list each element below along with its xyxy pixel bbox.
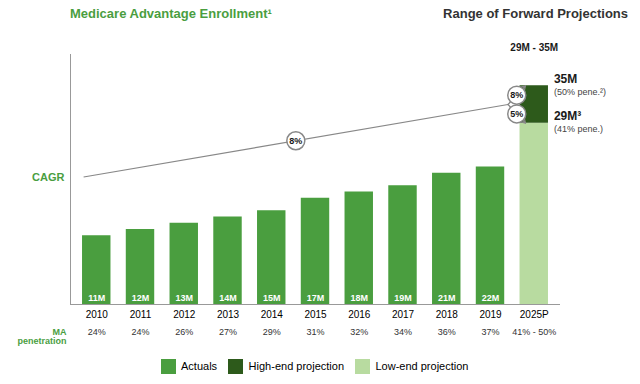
svg-text:2017: 2017 bbox=[392, 309, 415, 320]
svg-text:29M - 35M: 29M - 35M bbox=[510, 42, 558, 53]
svg-text:(50% pene.²): (50% pene.²) bbox=[554, 87, 606, 97]
svg-text:35M: 35M bbox=[554, 72, 577, 86]
svg-text:36%: 36% bbox=[438, 327, 456, 337]
svg-text:8%: 8% bbox=[289, 136, 302, 146]
svg-text:26%: 26% bbox=[175, 327, 193, 337]
svg-text:2025P: 2025P bbox=[520, 309, 549, 320]
svg-text:2016: 2016 bbox=[348, 309, 371, 320]
svg-text:13M: 13M bbox=[175, 293, 193, 303]
svg-text:2015: 2015 bbox=[304, 309, 327, 320]
html-text:High-end projection: High-end projection bbox=[248, 360, 344, 373]
svg-text:2011: 2011 bbox=[130, 309, 152, 320]
svg-text:2014: 2014 bbox=[261, 309, 284, 320]
html-text:Range of Forward Projections: Range of Forward Projections bbox=[443, 6, 628, 21]
svg-text:31%: 31% bbox=[306, 327, 324, 337]
svg-text:29%: 29% bbox=[263, 327, 281, 337]
html-text:Actuals: Actuals bbox=[181, 360, 218, 373]
svg-text:2018: 2018 bbox=[436, 309, 459, 320]
svg-text:18M: 18M bbox=[350, 293, 368, 303]
svg-text:12M: 12M bbox=[132, 293, 150, 303]
html-text:Medicare Advantage Enrollment¹: Medicare Advantage Enrollment¹ bbox=[70, 6, 272, 21]
svg-text:27%: 27% bbox=[219, 327, 237, 337]
svg-text:41% - 50%: 41% - 50% bbox=[512, 327, 556, 337]
svg-text:5%: 5% bbox=[510, 109, 523, 119]
svg-text:2019: 2019 bbox=[479, 309, 502, 320]
svg-text:37%: 37% bbox=[481, 327, 499, 337]
html-text:Low-end projection: Low-end projection bbox=[375, 360, 469, 373]
svg-text:2012: 2012 bbox=[173, 309, 196, 320]
svg-text:(41% pene.): (41% pene.) bbox=[554, 124, 603, 134]
svg-text:2013: 2013 bbox=[217, 309, 240, 320]
svg-text:29M³: 29M³ bbox=[554, 109, 581, 123]
svg-text:24%: 24% bbox=[88, 327, 106, 337]
svg-text:11M: 11M bbox=[88, 293, 105, 303]
svg-text:CAGR: CAGR bbox=[32, 171, 64, 183]
svg-text:34%: 34% bbox=[394, 327, 412, 337]
svg-text:2010: 2010 bbox=[86, 309, 109, 320]
svg-text:15M: 15M bbox=[263, 293, 281, 303]
svg-text:21M: 21M bbox=[438, 293, 456, 303]
svg-text:17M: 17M bbox=[307, 293, 325, 303]
svg-text:14M: 14M bbox=[219, 293, 237, 303]
svg-text:MApenetration: MApenetration bbox=[17, 327, 67, 346]
svg-text:24%: 24% bbox=[131, 327, 149, 337]
svg-text:8%: 8% bbox=[510, 90, 523, 100]
svg-text:19M: 19M bbox=[394, 293, 412, 303]
svg-text:22M: 22M bbox=[482, 293, 500, 303]
svg-text:32%: 32% bbox=[350, 327, 368, 337]
